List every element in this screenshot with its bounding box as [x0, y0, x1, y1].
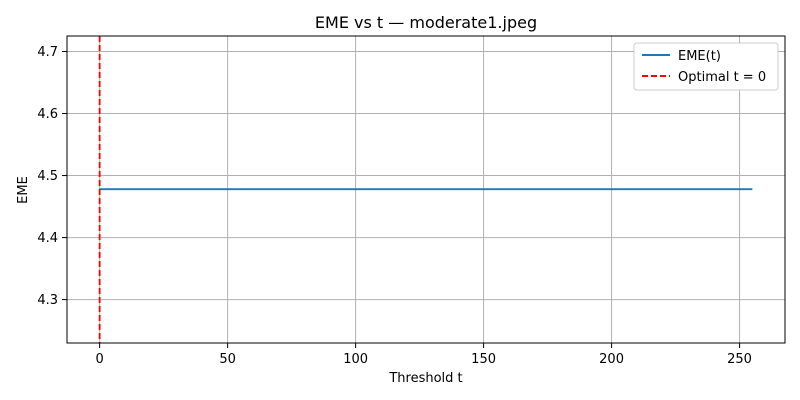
chart-title: EME vs t — moderate1.jpeg	[315, 13, 537, 32]
plot-frame	[66, 35, 786, 344]
y-tick-label-4-6: 4.6	[37, 107, 58, 122]
ticks-layer: 0 50 100 150 200 250 4.3 4.4 4.5 4.6 4.7	[37, 45, 752, 367]
series-layer	[98, 36, 753, 343]
legend: EME(t) Optimal t = 0	[633, 42, 779, 91]
y-axis-label: EME	[16, 176, 31, 204]
y-tick-label-4-7: 4.7	[37, 45, 58, 60]
x-tick-label-200: 200	[599, 352, 624, 367]
legend-label-eme: EME(t)	[678, 49, 721, 64]
x-tick-label-150: 150	[471, 352, 496, 367]
x-tick-label-50: 50	[219, 352, 236, 367]
x-axis-label: Threshold t	[388, 371, 462, 386]
x-tick-label-250: 250	[727, 352, 752, 367]
y-tick-label-4-4: 4.4	[37, 231, 58, 246]
axes-layer	[66, 35, 786, 344]
y-tick-label-4-5: 4.5	[37, 169, 58, 184]
x-tick-label-100: 100	[343, 352, 368, 367]
legend-label-optimal-threshold: Optimal t = 0	[678, 70, 766, 85]
x-tick-label-0: 0	[95, 352, 103, 367]
y-tick-label-4-3: 4.3	[37, 293, 58, 308]
